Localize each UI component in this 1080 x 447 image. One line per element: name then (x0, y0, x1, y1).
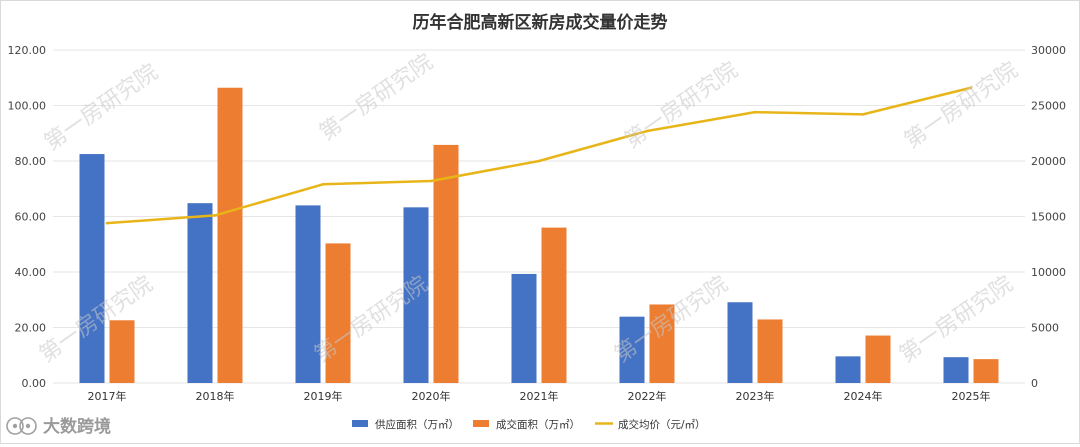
deal-area-bar (541, 227, 567, 383)
line-layer (105, 86, 973, 225)
supply-area-bar (187, 203, 213, 383)
average-price-point (213, 214, 217, 217)
left-axis-tick-label: 60.00 (15, 211, 47, 224)
x-axis-tick-label: 2024年 (844, 389, 883, 403)
left-axis-tick-label: 120.00 (8, 44, 47, 57)
legend-label: 成交均价（元/㎡） (618, 418, 706, 431)
watermark-text: 第一房研究院 (40, 60, 162, 156)
chart-legend: 供应面积（万㎡） 成交面积（万㎡） 成交均价（元/㎡） (352, 418, 706, 431)
legend-label: 成交面积（万㎡） (496, 418, 580, 431)
watermark-text: 第一房研究院 (315, 50, 437, 146)
deal-area-bar (325, 243, 351, 383)
x-axis-tick-label: 2021年 (520, 389, 559, 403)
right-axis-tick-label: 10000 (1031, 266, 1066, 279)
average-price-point (969, 86, 973, 90)
supply-area-bar (619, 316, 645, 383)
right-axis-tick-label: 0 (1031, 377, 1038, 390)
deal-area-bar (973, 359, 999, 383)
average-price-point (105, 221, 109, 225)
x-axis-tick-label: 2019年 (304, 389, 343, 403)
deal-area-bar (433, 144, 459, 383)
right-axis-tick-label: 5000 (1031, 322, 1059, 335)
right-axis-tick-label: 25000 (1031, 100, 1066, 113)
left-axis-tick-label: 20.00 (15, 322, 47, 335)
deal-area-bar (865, 335, 891, 383)
left-axis-ticks: 0.00 20.00 40.00 60.00 80.00 100.00 120.00 (8, 44, 47, 390)
left-axis-tick-label: 0.00 (22, 377, 47, 390)
supply-area-bar (943, 357, 969, 383)
supply-area-bar (79, 154, 105, 383)
average-price-point (753, 110, 757, 114)
right-axis-tick-label: 20000 (1031, 155, 1066, 168)
x-axis-labels: 2017年 2018年 2019年 2020年 2021年 2022年 2023年 2024年… (88, 389, 991, 403)
supply-area-bar (295, 205, 321, 383)
chart-title: 历年合肥高新区新房成交量价走势 (413, 12, 668, 33)
brand-text: 大数跨境 (43, 416, 111, 437)
legend-swatch (352, 420, 368, 427)
supply-area-bar (835, 356, 861, 383)
average-price-point (537, 159, 541, 163)
deal-area-bar (649, 304, 675, 383)
average-price-point (861, 113, 865, 116)
deal-area-bar (217, 87, 243, 384)
supply-area-bar (727, 302, 753, 383)
x-axis-tick-label: 2025年 (952, 389, 991, 403)
deal-area-bar (757, 319, 783, 383)
x-axis-tick-label: 2017年 (88, 389, 127, 403)
left-axis-tick-label: 40.00 (15, 266, 47, 279)
left-axis-tick-label: 80.00 (15, 155, 47, 168)
watermark-text: 第一房研究院 (895, 272, 1017, 368)
x-axis-tick-label: 2022年 (628, 389, 667, 403)
supply-area-bar (403, 207, 429, 383)
supply-area-bar (511, 273, 537, 383)
right-axis-ticks: 0 5000 10000 15000 20000 25000 30000 (1031, 44, 1066, 390)
legend-label: 供应面积（万㎡） (375, 418, 459, 431)
x-axis-tick-label: 2020年 (412, 389, 451, 403)
brand-logo-icon (6, 417, 37, 435)
average-price-point (429, 179, 433, 183)
right-axis-tick-label: 30000 (1031, 44, 1066, 57)
x-axis-tick-label: 2018年 (196, 389, 235, 403)
right-axis-tick-label: 15000 (1031, 211, 1066, 224)
left-axis-tick-label: 100.00 (8, 100, 47, 113)
deal-area-bar (109, 320, 135, 383)
legend-swatch (473, 420, 489, 427)
bars-layer (79, 87, 999, 384)
x-axis-tick-label: 2023年 (736, 389, 775, 403)
average-price-point (321, 183, 325, 186)
brand-watermark: 大数跨境 (6, 416, 111, 437)
average-price-point (645, 129, 649, 133)
